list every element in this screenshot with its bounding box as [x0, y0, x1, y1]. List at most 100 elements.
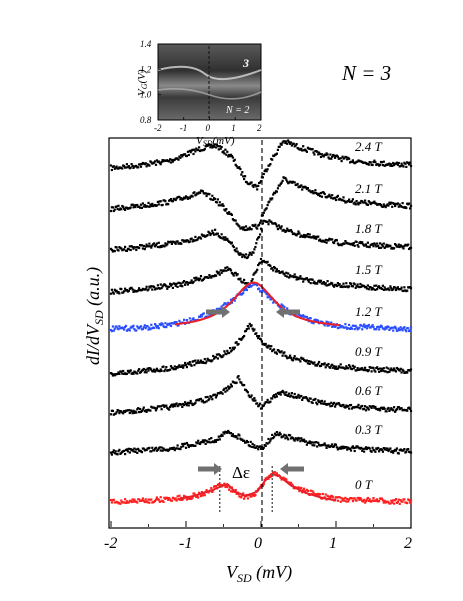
data-point: [150, 246, 153, 249]
data-point: [130, 500, 133, 504]
data-point: [259, 233, 262, 236]
data-point: [136, 203, 139, 207]
data-point: [358, 326, 361, 329]
data-point: [409, 161, 412, 164]
data-point: [124, 324, 128, 327]
data-point: [275, 225, 278, 228]
data-point: [121, 372, 124, 375]
data-point: [244, 253, 248, 256]
data-point: [303, 438, 306, 441]
data-point: [114, 166, 117, 169]
data-point: [174, 198, 177, 202]
data-point: [379, 367, 382, 370]
data-point: [366, 284, 369, 287]
data-point: [138, 246, 141, 250]
data-point: [198, 399, 201, 402]
x-ticks: -2 -1 0 1 2: [104, 521, 412, 552]
data-point: [246, 325, 249, 328]
data-point: [115, 165, 118, 168]
data-point: [293, 355, 296, 358]
data-point: [367, 369, 370, 372]
data-point: [369, 366, 372, 369]
data-point: [127, 248, 130, 251]
data-point: [156, 200, 159, 203]
data-point: [229, 241, 232, 244]
data-point: [227, 212, 230, 215]
data-point: [233, 299, 236, 302]
data-point: [295, 143, 298, 146]
data-point: [319, 238, 322, 241]
data-point: [310, 441, 313, 444]
data-point: [178, 494, 181, 497]
data-point: [318, 192, 321, 195]
data-point: [158, 446, 161, 449]
data-point: [248, 283, 251, 286]
data-point: [268, 164, 271, 167]
data-point: [141, 247, 144, 250]
data-point: [274, 396, 277, 399]
data-point: [225, 153, 228, 156]
data-point: [380, 243, 383, 246]
data-point: [364, 202, 368, 205]
data-point: [165, 366, 168, 369]
data-point: [244, 282, 248, 285]
data-point: [401, 500, 404, 503]
data-point: [202, 234, 205, 237]
data-point: [192, 280, 195, 283]
data-point: [159, 323, 162, 327]
data-point: [129, 448, 132, 451]
data-point: [128, 451, 131, 454]
data-point: [351, 285, 354, 288]
data-point: [142, 326, 145, 329]
data-point: [311, 490, 314, 493]
data-point: [278, 431, 281, 434]
data-point: [211, 398, 214, 401]
data-point: [210, 395, 213, 399]
data-point: [229, 269, 233, 272]
data-point: [185, 404, 188, 407]
data-point: [214, 143, 217, 146]
data-point: [132, 290, 135, 293]
data-point: [185, 319, 188, 322]
trace-1p8T: [109, 219, 413, 260]
data-point: [308, 189, 311, 192]
data-point: [349, 403, 353, 407]
data-point: [225, 386, 228, 390]
data-point: [393, 247, 396, 250]
data-point: [269, 400, 272, 403]
data-point: [302, 235, 305, 238]
data-point: [155, 242, 158, 245]
data-point: [394, 449, 398, 452]
x-tick-label: 1: [329, 535, 337, 552]
inset-x-tick-label: 2: [257, 123, 262, 133]
data-point: [346, 497, 349, 501]
data-point: [252, 273, 255, 276]
data-point: [155, 407, 158, 410]
data-point: [285, 271, 288, 274]
data-point: [393, 502, 396, 505]
data-point: [368, 498, 371, 501]
data-point: [168, 448, 171, 451]
data-point: [214, 274, 218, 277]
data-point: [150, 498, 153, 501]
data-point: [214, 146, 218, 149]
data-point: [212, 354, 215, 358]
data-point: [383, 286, 386, 289]
data-point: [190, 237, 193, 240]
data-point: [199, 361, 202, 364]
data-point: [241, 255, 244, 259]
data-point: [331, 282, 334, 285]
data-point: [157, 160, 160, 163]
data-point: [250, 253, 253, 256]
data-point: [198, 279, 201, 282]
arrow-0T-left: [198, 463, 222, 475]
data-point: [124, 245, 127, 248]
data-point: [204, 192, 207, 195]
data-point: [132, 206, 135, 209]
data-point: [131, 498, 134, 501]
data-point: [115, 289, 118, 292]
data-point: [370, 288, 373, 291]
data-point: [213, 145, 216, 148]
data-point: [370, 325, 373, 328]
data-point: [323, 362, 326, 365]
